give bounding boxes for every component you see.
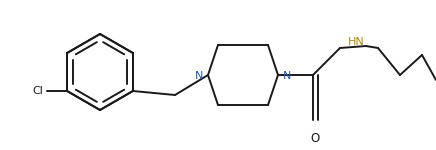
Text: N: N [283, 71, 291, 81]
Text: N: N [194, 71, 203, 81]
Text: Cl: Cl [32, 86, 43, 96]
Text: HN: HN [348, 37, 365, 47]
Text: O: O [310, 132, 320, 145]
